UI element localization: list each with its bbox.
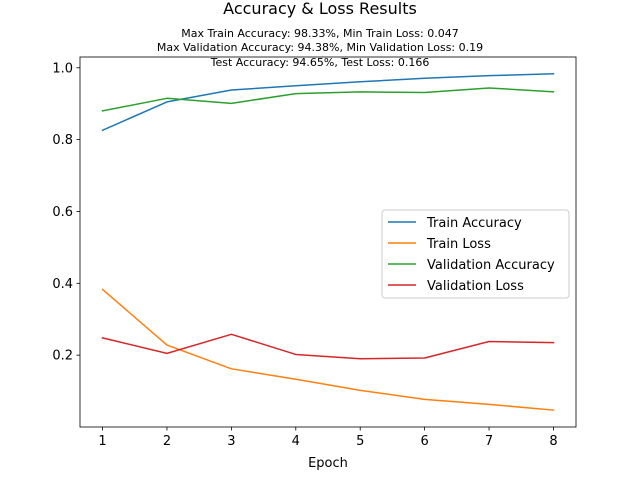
y-tick-label: 0.6 (52, 205, 73, 220)
series-line-train-loss (101, 288, 555, 411)
legend-label: Train Accuracy (426, 216, 522, 231)
chart-subtitle-line-3: Test Accuracy: 94.65%, Test Loss: 0.166 (210, 56, 430, 69)
x-tick-label: 8 (549, 434, 557, 449)
y-tick-label: 0.2 (52, 349, 73, 364)
legend-label: Validation Loss (427, 279, 524, 294)
plot-area (79, 56, 577, 428)
series-line-train-accuracy (101, 73, 555, 132)
legend-item: Validation Loss (388, 279, 524, 294)
x-tick-label: 4 (292, 434, 300, 449)
y-tick-label: 0.8 (52, 133, 73, 148)
legend-label: Train Loss (426, 237, 491, 252)
y-tick-label: 0.4 (52, 277, 73, 292)
x-tick-label: 2 (163, 434, 171, 449)
legend-item: Train Loss (388, 237, 491, 252)
legend-item: Train Accuracy (388, 216, 522, 231)
series-line-validation-accuracy (101, 87, 555, 112)
x-tick-label: 6 (420, 434, 428, 449)
x-tick-label: 3 (227, 434, 235, 449)
legend-label: Validation Accuracy (427, 258, 555, 273)
x-axis: 1 2 3 4 5 6 7 8 (98, 427, 558, 449)
legend: Train Accuracy Train Loss Validation Accur… (381, 209, 570, 299)
chart-title: Accuracy & Loss Results (223, 0, 417, 18)
chart-subtitle-line-1: Max Train Accuracy: 98.33%, Min Train Lo… (181, 27, 458, 40)
plot-frame (79, 56, 577, 428)
chart-subtitle-line-2: Max Validation Accuracy: 94.38%, Min Val… (157, 41, 483, 54)
x-tick-label: 5 (356, 434, 364, 449)
y-axis: 0.2 0.4 0.6 0.8 1.0 (52, 61, 80, 364)
y-tick-label: 1.0 (52, 61, 73, 76)
legend-box (381, 209, 570, 299)
x-axis-label: Epoch (308, 456, 348, 471)
legend-item: Validation Accuracy (388, 258, 555, 273)
x-tick-label: 1 (98, 434, 106, 449)
series-line-validation-loss (101, 333, 555, 360)
x-tick-label: 7 (485, 434, 493, 449)
